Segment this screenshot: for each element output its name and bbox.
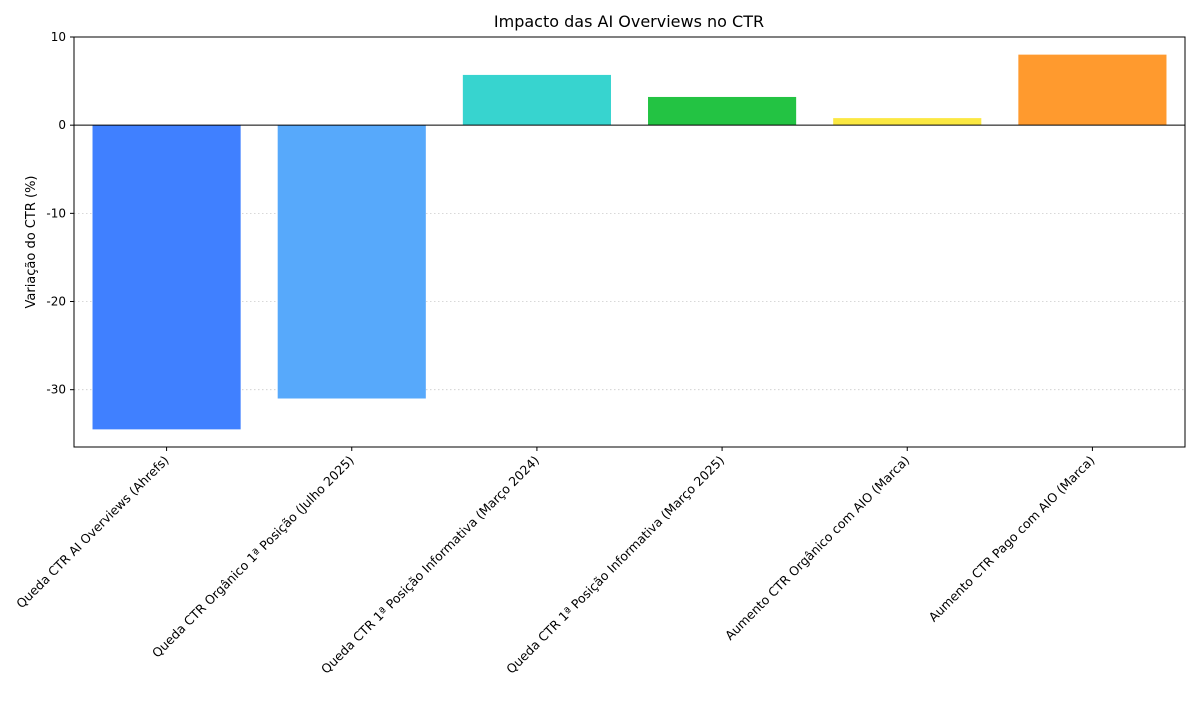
y-tick-label: -20 [46,295,66,309]
x-tick-label: Queda CTR Orgânico 1ª Posição (Julho 202… [149,453,357,661]
y-tick-label: -10 [46,206,66,220]
bar [1018,54,1167,126]
y-axis-label: Variação do CTR (%) [24,176,39,309]
bar [92,125,241,430]
y-tick-label: -30 [46,383,66,397]
x-tick-label: Queda CTR AI Overviews (Ahrefs) [13,453,172,612]
bar [833,118,982,126]
chart-title: Impacto das AI Overviews no CTR [494,12,764,31]
x-tick-label: Aumento CTR Orgânico com AIO (Marca) [722,453,912,643]
x-tick-label: Aumento CTR Pago com AIO (Marca) [925,453,1097,625]
bar [648,96,797,126]
x-tick-label: Queda CTR 1ª Posição Informativa (Março … [318,453,542,677]
y-tick-label: 0 [58,118,66,132]
plot-frame [73,36,1186,448]
bar [462,74,611,126]
bar [277,125,426,399]
y-tick-label: 10 [51,30,66,44]
x-tick-label: Queda CTR 1ª Posição Informativa (Março … [503,453,727,677]
